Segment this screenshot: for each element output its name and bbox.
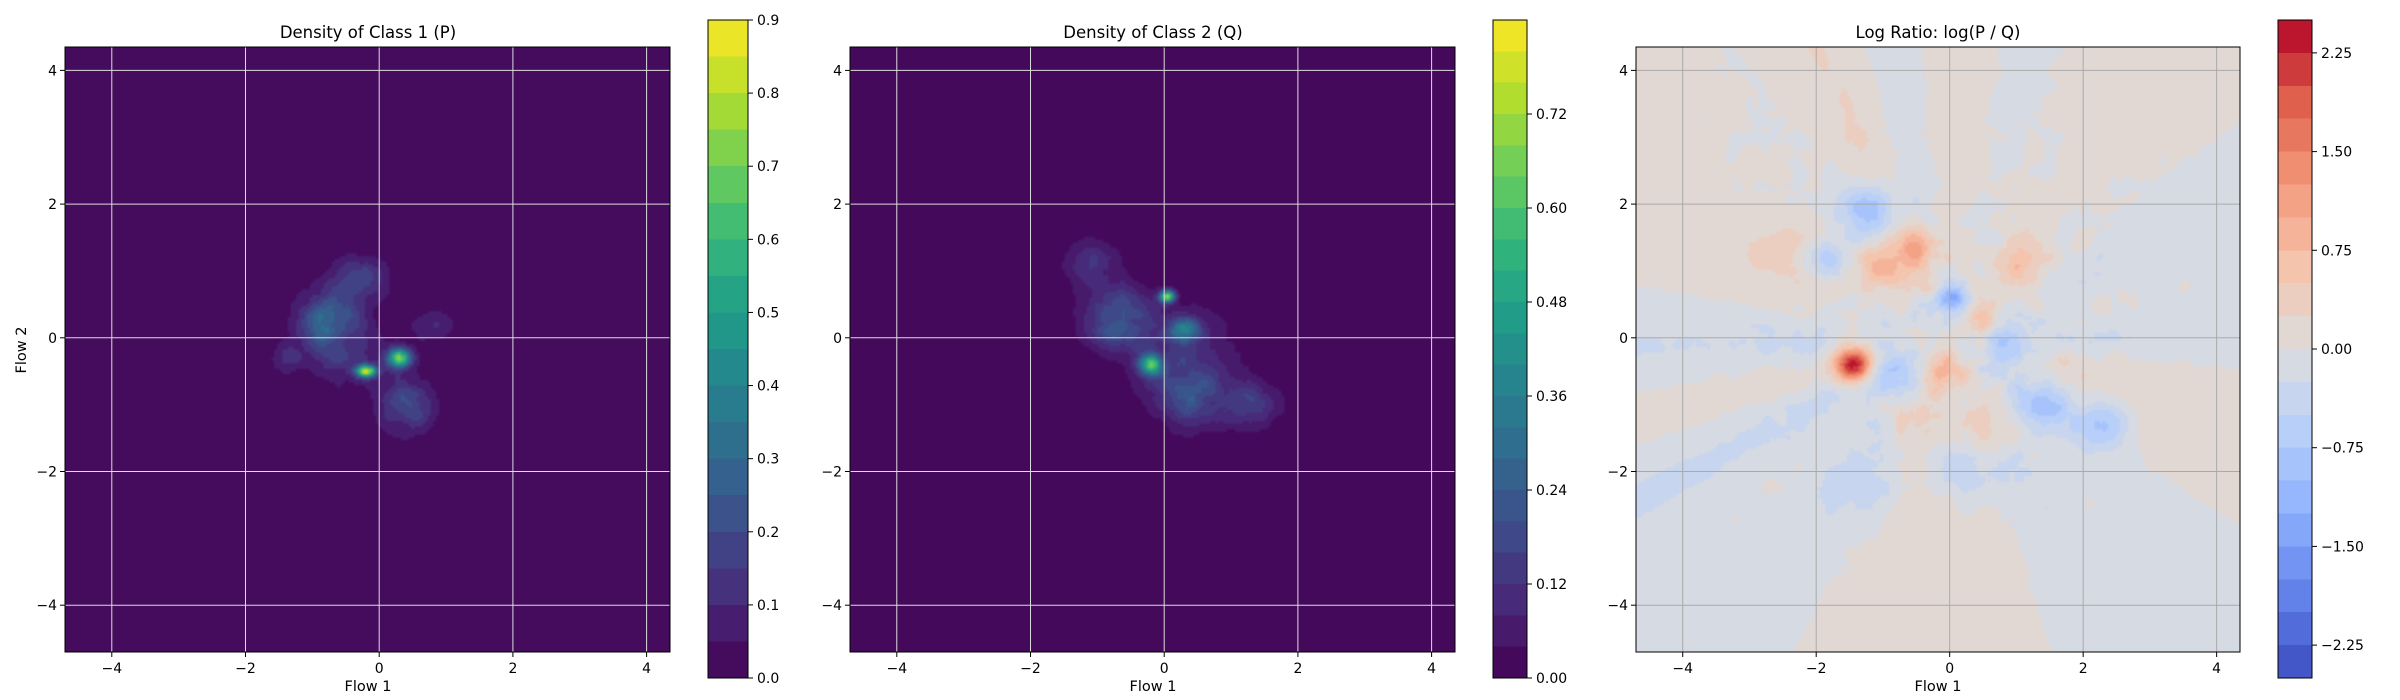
x-tick-label: −4 [886,661,907,677]
y-tick-label: 2 [833,197,842,213]
colorbar-image [2278,20,2312,678]
y-tick-label: −4 [821,598,842,614]
colorbar-ticks: −2.25 −1.50 −0.75 0.00 0.75 1.50 2.25 [2312,46,2364,654]
chart-title: Log Ratio: log(P / Q) [1856,23,2021,42]
colorbar-tick-label: 0.4 [757,379,779,395]
x-tick-label: 0 [375,661,384,677]
colorbar-tick-label: 0.0 [757,671,779,687]
y-axis-ticks: −4 −2 0 2 4 [36,63,65,614]
colorbar-tick-label: −1.50 [2321,539,2364,555]
x-tick-label: 4 [642,661,651,677]
y-axis-ticks: −4 −2 0 2 4 [821,63,850,614]
panel-log-ratio: Log Ratio: log(P / Q) −4 −2 0 2 4 −4 −2 0 2 4 Fl… [1607,19,2364,695]
y-tick-label: −4 [1607,598,1628,614]
x-axis-label: Flow 1 [1915,679,1962,695]
colorbar-ticks: 0.0 0.1 0.2 0.3 0.4 0.5 0.6 0.7 0.8 0.9 [748,13,779,687]
colorbar-tick-label: 0.75 [2321,243,2352,259]
chart-title: Density of Class 1 (P) [280,23,456,42]
colorbar-tick-label: 0.12 [1536,577,1567,593]
y-tick-label: −4 [36,598,57,614]
colorbar-frame [1492,19,1528,679]
grid-lines [850,47,1455,652]
y-tick-label: 0 [833,331,842,347]
x-tick-label: −2 [235,661,256,677]
colorbar-tick-label: 0.8 [757,86,779,102]
y-tick-label: −2 [1607,465,1628,481]
x-axis-ticks: −4 −2 0 2 4 [1672,652,2221,677]
colorbar-frame [707,19,749,679]
heatmap-image [850,47,1455,652]
x-tick-label: 4 [2212,661,2221,677]
x-tick-label: 2 [1293,661,1302,677]
colorbar-tick-label: 0.7 [757,159,779,175]
plot-frame [64,46,671,653]
y-tick-label: 2 [48,197,57,213]
y-tick-label: 0 [48,331,57,347]
x-axis-ticks: −4 −2 0 2 4 [886,652,1436,677]
y-tick-label: 4 [48,63,57,79]
colorbar-tick-label: 0.00 [2321,342,2352,358]
x-tick-label: −2 [1020,661,1041,677]
colorbar-image [708,20,748,678]
plot-frame [849,46,1456,653]
y-tick-label: −2 [821,465,842,481]
x-axis-label: Flow 1 [1130,679,1177,695]
colorbar-tick-label: 0.24 [1536,483,1567,499]
y-axis-ticks: −4 −2 0 2 4 [1607,63,1636,614]
grid-lines [65,47,670,652]
panel-density-class-1: Density of Class 1 (P) −4 −2 0 2 4 −4 −2 0 2 4 F… [14,13,779,695]
y-tick-label: 4 [1619,63,1628,79]
colorbar-tick-label: 0.3 [757,452,779,468]
panel-density-class-2: Density of Class 2 (Q) −4 −2 0 2 4 −4 −2 0 2 4 F… [821,19,1567,695]
colorbar-tick-label: −0.75 [2321,441,2364,457]
colorbar-tick-label: 0.00 [1536,671,1567,687]
plot-frame [1635,46,2241,653]
colorbar-ticks: 0.00 0.12 0.24 0.36 0.48 0.60 0.72 [1527,107,1567,687]
chart-title: Density of Class 2 (Q) [1063,23,1242,42]
colorbar-tick-label: 2.25 [2321,46,2352,62]
x-tick-label: −4 [1672,661,1693,677]
y-tick-label: −2 [36,465,57,481]
y-tick-label: 2 [1619,197,1628,213]
x-axis-ticks: −4 −2 0 2 4 [101,652,651,677]
x-tick-label: 0 [1945,661,1954,677]
x-tick-label: −4 [101,661,122,677]
heatmap-image [65,47,670,652]
x-tick-label: 0 [1160,661,1169,677]
grid-lines [1636,47,2240,652]
colorbar-tick-label: 0.6 [757,232,779,248]
colorbar-tick-label: 1.50 [2321,145,2352,161]
colorbar-tick-label: 0.2 [757,525,779,541]
heatmap-image [1636,47,2240,652]
y-tick-label: 0 [1619,331,1628,347]
x-tick-label: 2 [508,661,517,677]
colorbar-tick-label: 0.5 [757,305,779,321]
x-tick-label: 4 [1427,661,1436,677]
colorbar-tick-label: 0.1 [757,598,779,614]
colorbar-image [1493,20,1527,678]
colorbar-tick-label: −2.25 [2321,638,2364,654]
y-axis-label: Flow 2 [14,327,30,374]
colorbar-tick-label: 0.9 [757,13,779,29]
y-tick-label: 4 [833,63,842,79]
x-tick-label: −2 [1806,661,1827,677]
colorbar-tick-label: 0.72 [1536,107,1567,123]
x-axis-label: Flow 1 [345,679,392,695]
colorbar-tick-label: 0.48 [1536,295,1567,311]
x-tick-label: 2 [2079,661,2088,677]
colorbar-tick-label: 0.60 [1536,201,1567,217]
colorbar-tick-label: 0.36 [1536,389,1567,405]
